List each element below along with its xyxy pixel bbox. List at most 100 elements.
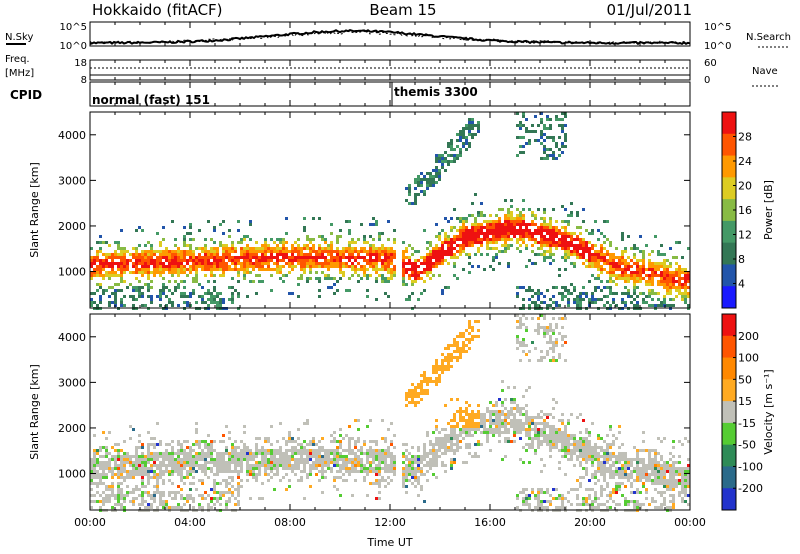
power-cell (471, 241, 474, 244)
power-cell (477, 211, 480, 214)
power-cell (201, 295, 204, 298)
power-cell (594, 250, 597, 253)
power-cell (99, 241, 102, 244)
power-cell (549, 244, 552, 247)
velocity-cell (612, 476, 615, 479)
power-cell (237, 268, 240, 271)
velocity-cell (357, 419, 360, 422)
velocity-cell (570, 455, 573, 458)
velocity-cell (594, 455, 597, 458)
velocity-cell (210, 497, 213, 500)
velocity-cell (171, 446, 174, 449)
velocity-cell (444, 359, 447, 362)
velocity-cell (330, 461, 333, 464)
power-cell (642, 268, 645, 271)
velocity-cell (543, 500, 546, 503)
velocity-cell (159, 500, 162, 503)
velocity-cell (153, 476, 156, 479)
power-cell (405, 271, 408, 274)
power-cell (453, 154, 456, 157)
power-cell (93, 262, 96, 265)
velocity-cell (255, 467, 258, 470)
velocity-cell (189, 461, 192, 464)
power-cell (177, 250, 180, 253)
velocity-cell (168, 458, 171, 461)
power-cell (357, 280, 360, 283)
power-cell (174, 289, 177, 292)
power-cell (405, 283, 408, 286)
velocity-cell (552, 332, 555, 335)
power-cell (489, 226, 492, 229)
power-cell (93, 292, 96, 295)
power-cell (276, 244, 279, 247)
velocity-cell (525, 428, 528, 431)
power-cell (465, 253, 468, 256)
power-cell (534, 253, 537, 256)
power-cell (453, 262, 456, 265)
velocity-cell (120, 455, 123, 458)
power-cell (447, 262, 450, 265)
velocity-cell (561, 503, 564, 506)
power-cell (555, 235, 558, 238)
power-cell (312, 250, 315, 253)
power-cell (591, 274, 594, 277)
velocity-cell (585, 473, 588, 476)
power-cell (516, 136, 519, 139)
power-cell (117, 241, 120, 244)
power-cell (633, 274, 636, 277)
power-cell (531, 223, 534, 226)
velocity-cell (654, 476, 657, 479)
power-cell (426, 184, 429, 187)
power-cell (177, 262, 180, 265)
velocity-cell (483, 425, 486, 428)
velocity-cell (144, 467, 147, 470)
power-cell (636, 265, 639, 268)
velocity-cell (465, 422, 468, 425)
power-cell (669, 280, 672, 283)
velocity-cell (309, 440, 312, 443)
power-cell (360, 265, 363, 268)
power-cell (519, 244, 522, 247)
power-cell (213, 253, 216, 256)
velocity-cell (261, 458, 264, 461)
power-cell (111, 274, 114, 277)
power-cell (504, 250, 507, 253)
velocity-cell (516, 431, 519, 434)
power-cell (210, 238, 213, 241)
velocity-cell (255, 476, 258, 479)
power-cell (447, 160, 450, 163)
velocity-cell (237, 458, 240, 461)
velocity-cell (195, 461, 198, 464)
velocity-cell (594, 491, 597, 494)
velocity-cell (189, 452, 192, 455)
power-cell (195, 274, 198, 277)
power-cell (282, 280, 285, 283)
power-cell (243, 247, 246, 250)
velocity-cell (363, 440, 366, 443)
power-cell (543, 226, 546, 229)
power-cell (534, 262, 537, 265)
power-cell (546, 148, 549, 151)
power-cell (210, 292, 213, 295)
power-cell (462, 247, 465, 250)
power-colorbar-label-tick: 12 (738, 229, 752, 242)
velocity-cell (561, 449, 564, 452)
velocity-cell (123, 458, 126, 461)
velocity-cell (123, 440, 126, 443)
power-cell (561, 118, 564, 121)
velocity-cell (510, 440, 513, 443)
velocity-cell (597, 467, 600, 470)
velocity-cell (486, 440, 489, 443)
power-cell (354, 256, 357, 259)
velocity-cell (612, 440, 615, 443)
power-cell (630, 271, 633, 274)
velocity-cell (525, 434, 528, 437)
power-cell (183, 244, 186, 247)
power-cell (186, 244, 189, 247)
power-cell (426, 247, 429, 250)
velocity-cell (258, 470, 261, 473)
power-cell (393, 250, 396, 253)
cpid-segment-normal: normal (fast) 151 (92, 93, 210, 107)
velocity-cell (552, 437, 555, 440)
power-cell (420, 271, 423, 274)
